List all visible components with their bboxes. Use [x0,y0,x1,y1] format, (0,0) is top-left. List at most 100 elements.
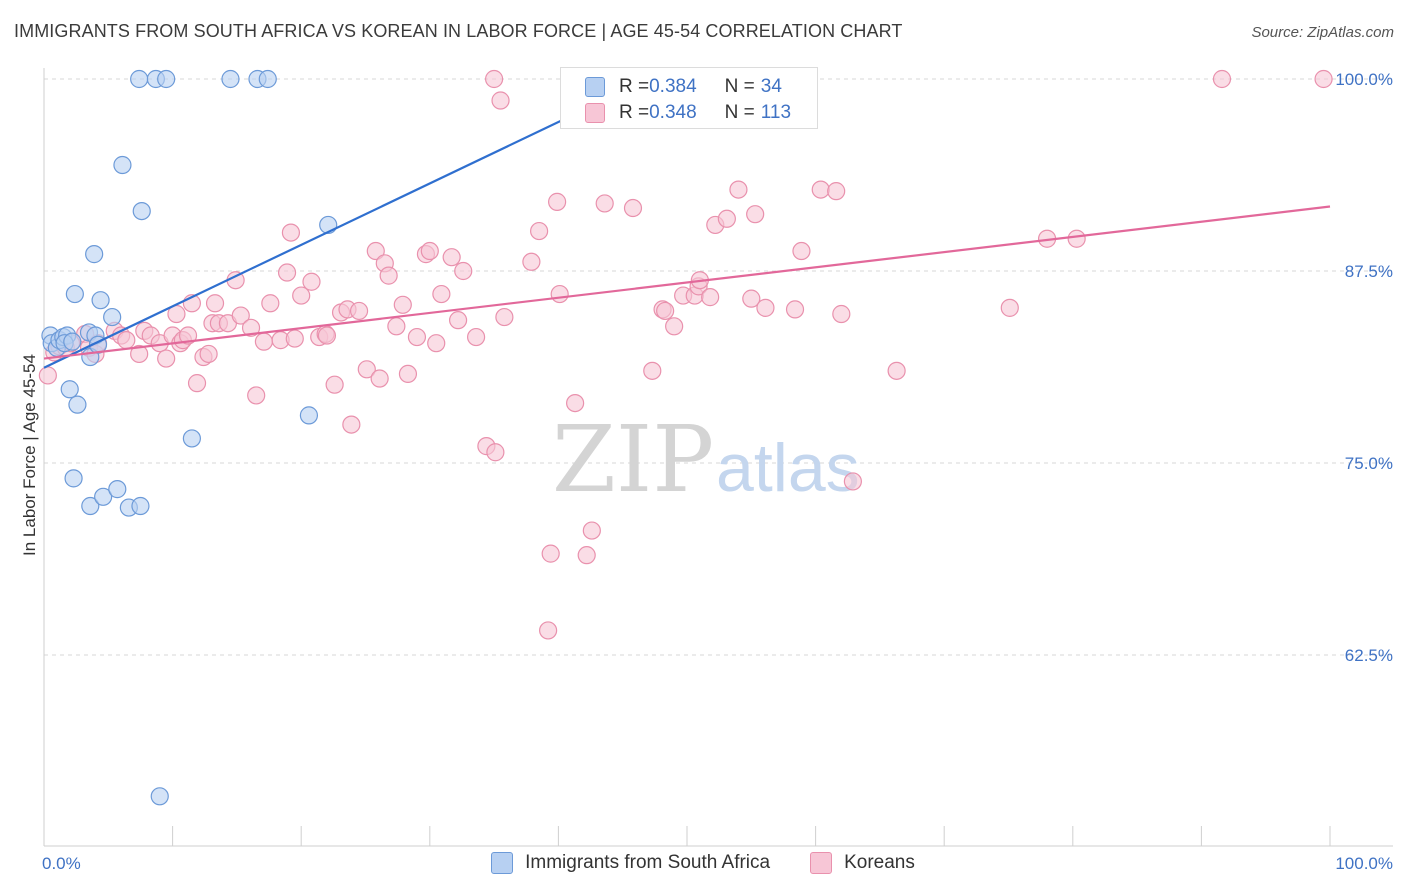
korean-point [302,272,321,291]
korean-point [1000,298,1019,317]
source-label: Source: ZipAtlas.com [1251,24,1394,41]
korean-point [285,329,304,348]
legend-swatch-pink [585,103,605,123]
watermark-zip: ZIP [552,406,714,513]
y-tick-label: 62.5% [1345,646,1393,665]
south-africa-point [131,496,150,516]
korean-point [442,248,461,267]
koreans-points [38,69,1333,640]
korean-point [342,415,361,434]
legend-n-value: 113 [760,102,792,123]
korean-point [130,344,149,364]
chart-title: IMMIGRANTS FROM SOUTH AFRICA VS KOREAN I… [14,21,903,41]
south-africa-point [157,69,176,89]
korean-point [792,241,811,261]
legend-swatch-pink [810,852,833,874]
korean-point [117,331,136,350]
korean-point [261,294,280,313]
korean-point [548,192,567,211]
legend-item-koreans: Koreans [810,852,915,874]
korean-point [292,286,311,305]
south-africa-point [130,69,149,89]
korean-point [281,223,301,242]
korean-point [887,361,906,380]
korean-point [247,386,266,405]
korean-point [827,182,846,201]
korean-point [357,360,376,379]
y-tick-label: 100.0% [1335,70,1393,89]
korean-point [595,194,614,213]
korean-point [785,300,805,319]
korean-point [832,304,851,324]
korean-point [241,318,261,337]
korean-point [157,349,176,368]
south-africa-point [258,69,277,89]
legend-r-value: 0.348 [649,102,697,123]
korean-point [522,252,541,271]
legend-label-koreans: Koreans [844,852,915,873]
south-africa-point [103,307,122,327]
korean-point [432,284,451,304]
korean-point [746,205,765,224]
south-africa-point [64,469,83,488]
korean-point [379,266,398,285]
korean-point [550,284,569,304]
x-tick-label: 100.0% [1335,854,1393,873]
south-africa-point [63,332,82,351]
korean-point [729,180,748,199]
x-tick-label: 0.0% [42,854,81,873]
korean-point [277,263,297,282]
korean-point [485,69,504,89]
korean-point [701,288,720,307]
legend-r-label: R = [619,102,650,123]
south-africa-point [60,380,79,399]
korean-point [187,374,207,393]
korean-point [398,364,418,384]
south-africa-point [132,201,151,221]
south-africa-points [41,69,338,806]
korean-point [317,326,337,345]
korean-point [577,546,596,565]
korean-point [623,198,643,218]
korean-point [38,366,57,385]
korean-point [756,298,775,317]
korean-point [843,472,862,491]
south-africa-point [221,69,240,89]
south-africa-point [65,284,84,304]
korean-point [643,361,662,380]
south-africa-point [68,395,87,414]
korean-point [486,443,505,462]
axes [43,68,1393,847]
legend-swatch-blue [585,77,605,97]
south-africa-trend-line [43,78,649,369]
watermark: ZIP atlas [552,406,860,513]
south-africa-point [81,496,100,516]
grid-lines [44,78,1393,656]
korean-point [393,295,412,314]
axis-ticks: 100.0% 87.5% 75.0% 62.5% 0.0% 100.0% [42,70,1393,873]
korean-point [530,221,549,241]
south-africa-point [299,406,319,425]
korean-point [427,334,446,353]
korean-point [1314,69,1333,89]
south-africa-point [113,155,132,175]
korean-point [717,209,736,228]
legend-r-label: R = [619,76,650,97]
legend-r-value: 0.384 [649,76,697,97]
y-tick-label: 75.0% [1345,454,1393,473]
korean-point [366,241,385,261]
korean-point [448,311,468,330]
korean-point [370,369,389,388]
korean-point [325,375,344,394]
korean-point [205,294,225,313]
korean-point [178,326,198,345]
south-africa-point [182,429,201,448]
south-africa-point [108,480,127,499]
legend-row-south-africa: R = 0.384 N = 34 [585,75,782,99]
korean-point [539,621,558,640]
legend-row-koreans: R = 0.348 N = 113 [585,101,791,125]
y-tick-label: 87.5% [1345,262,1393,281]
korean-point [811,180,830,199]
trend-lines [43,78,1331,369]
